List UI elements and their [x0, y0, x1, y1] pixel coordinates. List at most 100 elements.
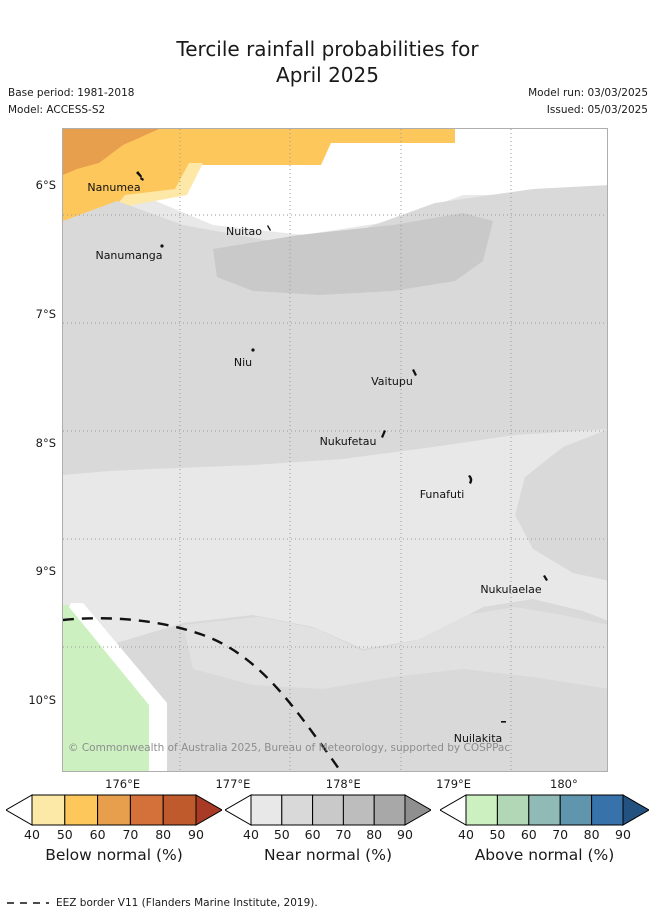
- colorbar-tick-5: 90: [397, 827, 413, 842]
- colorbar-tick-3: 70: [122, 827, 139, 842]
- colorbar-over-arrow: [622, 794, 649, 826]
- colorbar-tick-1: 50: [489, 827, 506, 842]
- colorbar-swatch-3: [129, 794, 164, 826]
- region-below-normal-50: [63, 129, 455, 239]
- footer: EEZ border V11 (Flanders Marine Institut…: [6, 897, 318, 909]
- island-marker-funafuti: [468, 475, 473, 484]
- colorbar-tick-5: 90: [188, 827, 204, 842]
- eez-footer-text: EEZ border V11 (Flanders Marine Institut…: [56, 897, 318, 909]
- model-run-text: Model run: 03/03/2025: [528, 87, 648, 99]
- colorbar-below-normal: 40 50 60 70 80 90 Below normal (%): [6, 793, 222, 864]
- colorbar-under-arrow: [6, 794, 33, 826]
- island-marker-nukulaelae: [543, 575, 548, 581]
- colorbar-swatch-0: [250, 794, 283, 826]
- colorbar-under-arrow: [440, 794, 467, 826]
- colorbar-over-arrow: [195, 794, 222, 826]
- y-tick-label-4: 10°S: [28, 693, 56, 708]
- colorbar-swatch-3: [559, 794, 593, 826]
- y-tick-label-0: 6°S: [35, 177, 56, 192]
- map-gridlines-horizontal: [63, 214, 607, 648]
- colorbar-under-arrow: [225, 794, 252, 826]
- colorbar-tick-0: 40: [243, 827, 259, 842]
- issued-text: Issued: 05/03/2025: [546, 104, 648, 116]
- colorbar-swatch-0: [465, 794, 498, 826]
- metadata-right: Model run: 03/03/2025 Issued: 05/03/2025: [528, 85, 648, 119]
- island-label-vaitupu: Vaitupu: [371, 375, 413, 388]
- colorbar-tick-4: 80: [366, 827, 383, 842]
- title-line-1: Tercile rainfall probabilities for: [176, 37, 479, 61]
- island-label-nukulaelae: Nukulaelae: [480, 583, 542, 596]
- colorbar-swatch-2: [312, 794, 344, 826]
- colorbar-above-normal-swatches: [440, 794, 649, 826]
- y-tick-label-2: 8°S: [35, 435, 56, 450]
- metadata-left: Base period: 1981-2018 Model: ACCESS-S2: [8, 85, 134, 119]
- x-tick-label-4: 180°: [550, 777, 578, 791]
- model-text: Model: ACCESS-S2: [8, 104, 106, 116]
- region-near-normal-50-east: [515, 429, 607, 581]
- island-marker-nukufetau: [381, 430, 386, 438]
- colorbar-above-normal-caption: Above normal (%): [474, 846, 615, 864]
- colorbar-above-normal: 40 50 60 70 80 90 Above normal (%): [440, 793, 649, 864]
- eez-border-line: [63, 617, 342, 771]
- colorbar-swatch-4: [591, 794, 624, 826]
- colorbar-tick-4: 80: [583, 827, 600, 842]
- map-gridlines-vertical: [179, 129, 512, 771]
- island-markers: [136, 171, 548, 723]
- x-tick-label-1: 177°E: [215, 777, 251, 791]
- island-marker-nuilakita: [501, 721, 506, 723]
- island-marker-nuitao: [267, 225, 271, 231]
- map-plot-area: Nanumea Nuitao Nanumanga Niu Vaitupu Nukufeta…: [62, 128, 608, 772]
- colorbar-below-normal-swatches: [6, 794, 222, 826]
- colorbar-near-normal-swatches: [225, 794, 431, 826]
- colorbar-over-arrow: [404, 794, 431, 826]
- colorbar-swatch-1: [281, 794, 314, 826]
- island-marker-vaitupu: [412, 369, 417, 376]
- y-tick-label-1: 7°S: [35, 306, 56, 321]
- colorbar-below-normal-ticks: 40 50 60 70 80 90: [6, 827, 222, 844]
- region-near-normal-50-mid: [63, 365, 607, 473]
- copyright-text: © Commonwealth of Australia 2025, Bureau…: [68, 742, 511, 754]
- x-tick-label-2: 178°E: [325, 777, 361, 791]
- colorbar-tick-3: 70: [335, 827, 352, 842]
- colorbar-tick-4: 80: [155, 827, 172, 842]
- island-marker-niu: [251, 348, 255, 352]
- colorbar-swatch-2: [528, 794, 561, 826]
- colorbar-tick-0: 40: [458, 827, 474, 842]
- colorbar-tick-2: 60: [520, 827, 537, 842]
- region-above-normal-40: [63, 605, 149, 771]
- colorbar-swatch-2: [97, 794, 131, 826]
- colorbar-swatch-1: [64, 794, 99, 826]
- colorbar-near-normal-ticks: 40 50 60 70 80 90: [225, 827, 431, 844]
- colorbar-tick-0: 40: [24, 827, 40, 842]
- colorbar-tick-2: 60: [89, 827, 106, 842]
- colorbar-above-normal-ticks: 40 50 60 70 80 90: [440, 827, 649, 844]
- page-title: Tercile rainfall probabilities for April…: [0, 36, 655, 88]
- colorbar-tick-1: 50: [273, 827, 290, 842]
- region-near-normal-45-south-pocket: [183, 607, 607, 689]
- island-marker-nanumea-2: [140, 177, 144, 181]
- colorbar-swatch-3: [342, 794, 375, 826]
- colorbar-below-normal-caption: Below normal (%): [45, 846, 183, 864]
- colorbar-tick-3: 70: [552, 827, 569, 842]
- colorbar-swatch-1: [496, 794, 530, 826]
- colorbar-near-normal-caption: Near normal (%): [264, 846, 392, 864]
- colorbar-swatch-4: [162, 794, 197, 826]
- island-label-nuilakita: Nuilakita: [453, 732, 503, 745]
- island-marker-nanumanga: [160, 244, 164, 248]
- tercile-probability-map: [63, 129, 607, 771]
- colorbar-tick-5: 90: [615, 827, 631, 842]
- island-label-nuitao: Nuitao: [225, 225, 263, 238]
- island-label-nukufetau: Nukufetau: [319, 435, 377, 448]
- region-below-normal-60: [63, 129, 159, 175]
- island-label-nanumea: Nanumea: [87, 181, 141, 194]
- eez-dash-sample-icon: [7, 902, 49, 904]
- colorbar-near-normal: 40 50 60 70 80 90 Near normal (%): [225, 793, 431, 864]
- base-period-text: Base period: 1981-2018: [8, 87, 135, 99]
- x-tick-label-3: 179°E: [436, 777, 472, 791]
- colorbar-swatch-4: [373, 794, 406, 826]
- title-line-2: April 2025: [276, 63, 379, 87]
- island-label-niu: Niu: [233, 356, 253, 369]
- colorbar-tick-1: 50: [56, 827, 73, 842]
- x-tick-label-0: 176°E: [105, 777, 141, 791]
- colorbar-tick-2: 60: [304, 827, 321, 842]
